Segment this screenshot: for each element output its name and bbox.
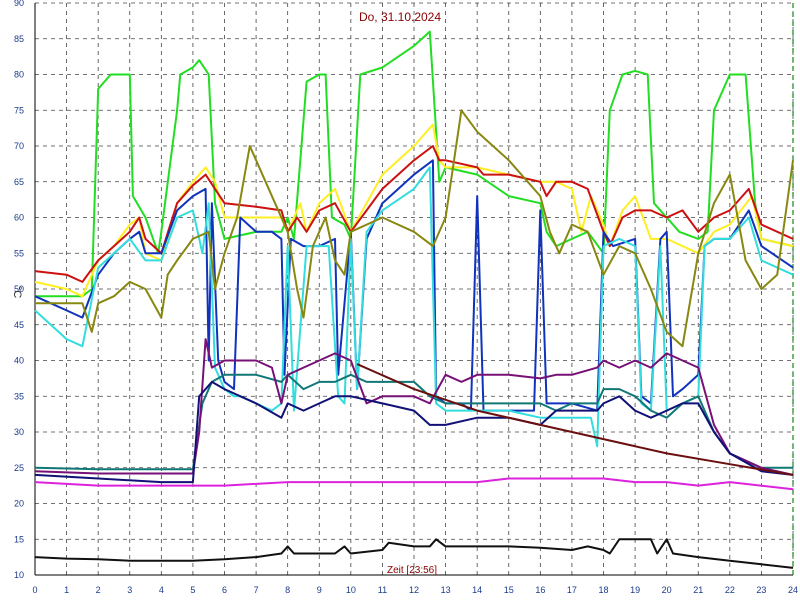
x-tick-label: 20 [662, 585, 672, 595]
x-tick-label: 18 [598, 585, 608, 595]
x-tick-label: 22 [725, 585, 735, 595]
series-line-10 [356, 363, 794, 476]
x-tick-label: 6 [222, 585, 227, 595]
y-tick-label: 65 [14, 177, 24, 187]
y-tick-label: 60 [14, 213, 24, 223]
x-tick-labels: 0 1 2 3 4 5 6 7 8 9 10 11 12 13 14 15 16 17 18 19 20 21 22 23 24 [32, 585, 798, 595]
x-tick-label: 10 [346, 585, 356, 595]
x-tick-label: 5 [190, 585, 195, 595]
x-tick-label: 21 [693, 585, 703, 595]
series-line-5 [34, 166, 794, 448]
plot-frame [34, 3, 794, 576]
x-tick-label: 12 [409, 585, 419, 595]
y-tick-label: 80 [14, 70, 24, 80]
x-tick-label: 9 [317, 585, 322, 595]
y-axis-label: °C [11, 286, 23, 298]
x-tick-label: 11 [378, 585, 387, 595]
x-tick-label: 8 [285, 585, 290, 595]
y-tick-label: 70 [14, 141, 24, 151]
series-line-9 [34, 380, 794, 484]
x-tick-label: 23 [756, 585, 766, 595]
x-tick-label: 4 [159, 585, 164, 595]
y-tick-label: 30 [14, 427, 24, 437]
y-tick-label: 45 [14, 320, 24, 330]
y-tick-label: 10 [14, 570, 24, 580]
series-line-1 [35, 30, 794, 298]
y-tick-labels: 10 15 20 25 30 35 40 45 50 55 60 65 70 75 80 85 90 [14, 0, 24, 580]
series-line-8 [34, 338, 794, 476]
x-tick-label: 2 [96, 585, 101, 595]
series-group [34, 30, 794, 569]
x-tick-label: 15 [504, 585, 514, 595]
y-tick-label: 90 [14, 0, 24, 8]
x-axis-label: Zeit [23:56] [387, 565, 437, 576]
series-line-7 [34, 373, 793, 471]
x-tick-label: 7 [254, 585, 259, 595]
series-line-6 [35, 109, 794, 348]
x-tick-label: 16 [535, 585, 545, 595]
x-tick-label: 3 [127, 585, 132, 595]
y-tick-label: 40 [14, 356, 24, 366]
y-tick-label: 35 [14, 391, 24, 401]
x-tick-label: 1 [64, 585, 69, 595]
y-tick-label: 20 [14, 499, 24, 509]
y-tick-label: 15 [14, 534, 24, 544]
x-tick-label: 14 [472, 585, 482, 595]
y-tick-label: 75 [14, 105, 24, 115]
y-tick-label: 50 [14, 284, 24, 294]
y-tick-label: 85 [14, 34, 24, 44]
y-tick-label: 25 [14, 463, 24, 473]
series-line-11 [34, 477, 794, 491]
chart-title: Do, 31.10.2024 [359, 10, 441, 24]
x-tick-label: 24 [788, 585, 798, 595]
x-tick-label: 17 [567, 585, 577, 595]
x-tick-label: 19 [630, 585, 640, 595]
y-tick-label: 55 [14, 248, 24, 258]
x-tick-label: 0 [32, 585, 37, 595]
series-line-12 [34, 538, 794, 569]
x-tick-label: 13 [441, 585, 451, 595]
